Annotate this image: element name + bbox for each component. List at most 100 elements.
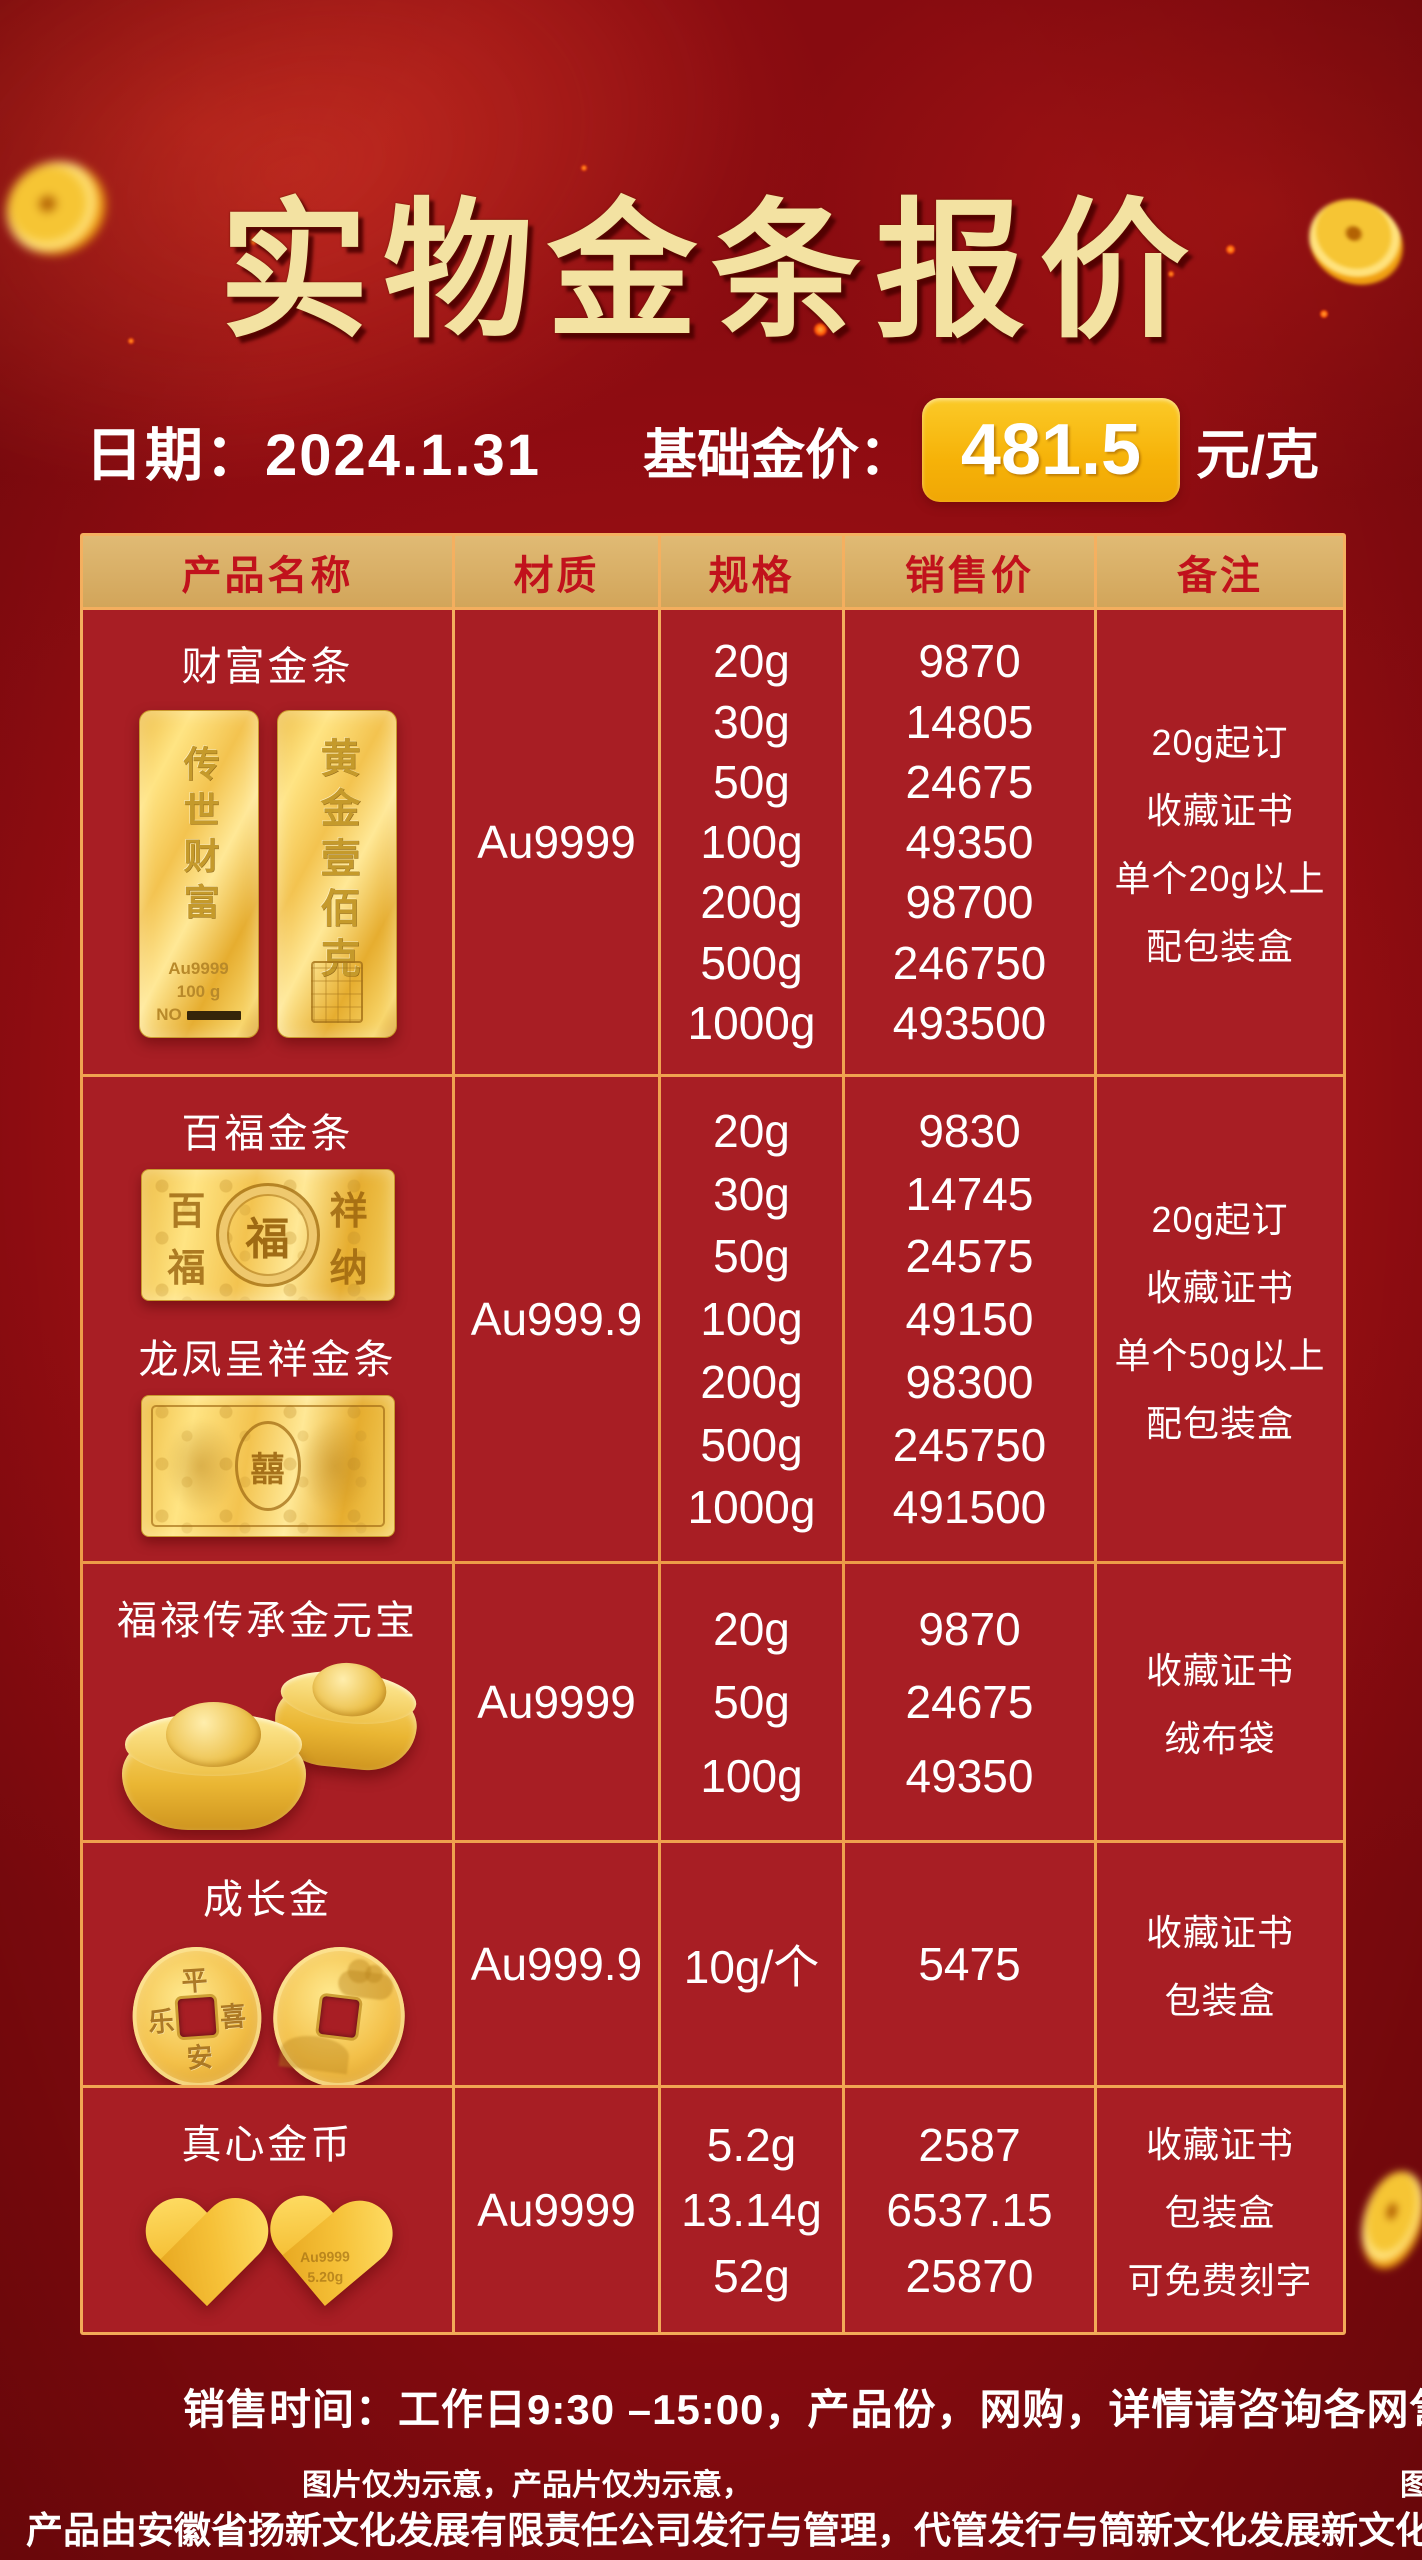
list-item: 1000g	[687, 1481, 816, 1534]
list-item: 100g	[700, 816, 803, 868]
list-item: 24575	[905, 1230, 1034, 1283]
col-header-price: 销售价	[845, 536, 1094, 607]
table-row-5-material: Au9999	[455, 2088, 658, 2332]
hill-motif	[278, 2032, 351, 2075]
table-row-2-remarks: 20g起订 收藏证书 单个50g以上 配包装盒	[1097, 1077, 1343, 1561]
gold-coin-decoration	[1351, 2163, 1422, 2277]
table-row-1-prices: 9870 14805 24675 49350 98700 246750 4935…	[845, 610, 1094, 1074]
product-name: 财富金条	[181, 645, 354, 689]
table-row-5-remarks: 收藏证书 包装盒 可免费刻字	[1097, 2088, 1343, 2332]
sparkle	[814, 323, 827, 336]
list-item: 49350	[905, 816, 1034, 868]
remark-list: 收藏证书 包装盒 可免费刻字	[1097, 2088, 1343, 2332]
base-price-badge: 481.5	[922, 398, 1180, 502]
gold-bar-image: 传世财富 Au9999 100 g NO 黄金壹佰克	[138, 710, 397, 1038]
list-item: 2587	[918, 2118, 1021, 2171]
table-row-4-specs: 10g/个	[661, 1843, 842, 2085]
remark-line: 收藏证书	[1145, 1267, 1294, 1308]
remark-line: 包装盒	[1164, 2192, 1276, 2233]
sparkle	[1168, 271, 1174, 277]
list-item: 14745	[905, 1167, 1034, 1220]
list-item: 14805	[905, 695, 1034, 748]
base-price-label: 基础金价：	[643, 425, 913, 486]
table-row-2-product: 百福金条 百 福 祥 纳 福 龙凤呈祥金条 囍	[83, 1077, 452, 1561]
table-row-5-prices: 2587 6537.15 25870	[845, 2088, 1094, 2332]
list-item: 5.2g	[706, 2118, 797, 2171]
remark-line: 20g起订	[1151, 722, 1289, 763]
sparkle	[249, 237, 257, 245]
page-title: 实物金条报价	[218, 183, 1203, 359]
list-item: 98300	[905, 1355, 1034, 1408]
list-item: 9870	[918, 1602, 1021, 1655]
product-name: 成长金	[203, 1878, 332, 1922]
gold-bar-image: 囍	[140, 1395, 395, 1537]
list-item: 24675	[905, 1676, 1034, 1728]
fortune-medallion: 福	[215, 1183, 320, 1287]
table-row-3-product: 福禄传承金元宝	[83, 1564, 452, 1840]
remark-line: 单个20g以上	[1114, 858, 1326, 899]
base-price-value: 481.5	[960, 410, 1142, 490]
list-item: 24675	[905, 755, 1034, 808]
table-row-3-specs: 20g 50g 100g	[661, 1564, 842, 1840]
list-item: 20g	[713, 635, 790, 688]
issuer-note: 产品由安徽省扬新文化发展有限责任公司发行与管理，代管发行与筒新文化发展新文化发展…	[26, 2510, 1422, 2551]
sparkle	[1226, 245, 1235, 254]
remark-list: 收藏证书 包装盒	[1097, 1843, 1343, 2085]
bar-engraving: 传世财富	[178, 745, 220, 929]
col-header-spec: 规格	[661, 536, 842, 607]
list-item: 200g	[700, 1355, 803, 1408]
list-item: 6537.15	[886, 2184, 1053, 2236]
remark-line: 收藏证书	[1145, 1650, 1294, 1691]
list-item: 100g	[700, 1293, 803, 1345]
table-row-4-remarks: 收藏证书 包装盒	[1097, 1843, 1343, 2085]
col-header-remark: 备注	[1097, 536, 1343, 607]
bar-marks: Au9999 100 g NO	[140, 958, 258, 1027]
table-row-2-specs: 20g 30g 50g 100g 200g 500g 1000g	[661, 1077, 842, 1561]
remark-line: 收藏证书	[1145, 790, 1294, 831]
sparkle	[1320, 310, 1328, 318]
price-list: 9870 24675 49350	[845, 1564, 1094, 1840]
table-row-3-remarks: 收藏证书 绒布袋	[1097, 1564, 1343, 1840]
remark-line: 收藏证书	[1145, 2124, 1294, 2165]
info-bar: 日期：2024.1.31 基础金价： 481.5 元/克	[0, 398, 1422, 502]
bar-engraving: 祥	[329, 1191, 368, 1233]
remark-list: 20g起订 收藏证书 单个50g以上 配包装盒	[1097, 1077, 1343, 1561]
table-row-1-product: 财富金条 传世财富 Au9999 100 g NO 黄金壹佰克	[83, 610, 452, 1074]
gold-ingot	[121, 1694, 306, 1830]
table-row-1-material: Au9999	[455, 610, 658, 1074]
list-item: 13.14g	[681, 2184, 822, 2236]
list-item: 246750	[892, 936, 1047, 989]
product-name: 真心金币	[181, 2123, 354, 2167]
seal-stamp	[310, 961, 363, 1023]
product-name: 福禄传承金元宝	[117, 1599, 418, 1643]
sparkle	[297, 291, 304, 298]
heart-engraving: Au9999 5.20g	[299, 2248, 350, 2285]
date-value: 2024.1.31	[265, 423, 542, 488]
list-item: 20g	[713, 1602, 790, 1655]
list-item: 5475	[918, 1938, 1021, 1990]
gold-ingot-image	[118, 1654, 420, 1834]
list-item: 50g	[713, 1676, 790, 1728]
spec-list: 20g 50g 100g	[661, 1564, 842, 1840]
center-medallion: 囍	[234, 1421, 301, 1511]
gold-bar-left: 传世财富 Au9999 100 g NO	[138, 710, 259, 1038]
spec-list: 20g 30g 50g 100g 200g 500g 1000g	[661, 610, 842, 1074]
remark-line: 单个50g以上	[1114, 1335, 1326, 1376]
disclaimer-note-fragment: 图	[1400, 2469, 1422, 2502]
list-item: 200g	[700, 876, 803, 929]
price-list: 2587 6537.15 25870	[845, 2088, 1094, 2332]
bar-engraving: 百	[167, 1191, 206, 1233]
remark-line: 收藏证书	[1145, 1912, 1294, 1953]
gold-coin: 平 乐 喜 安	[127, 1942, 266, 2085]
phoenix-motif	[163, 1418, 238, 1514]
remark-line: 绒布袋	[1164, 1718, 1276, 1759]
price-list: 9870 14805 24675 49350 98700 246750 4935…	[845, 610, 1094, 1074]
base-price-unit: 元/克	[1196, 425, 1320, 486]
price-list: 9830 14745 24575 49150 98300 245750 4915…	[845, 1077, 1094, 1561]
remark-line: 可免费刻字	[1127, 2260, 1313, 2301]
table-row-2-material: Au999.9	[455, 1077, 658, 1561]
product-name: 百福金条	[181, 1112, 354, 1156]
list-item: 1000g	[687, 996, 816, 1049]
list-item: 30g	[713, 695, 790, 748]
